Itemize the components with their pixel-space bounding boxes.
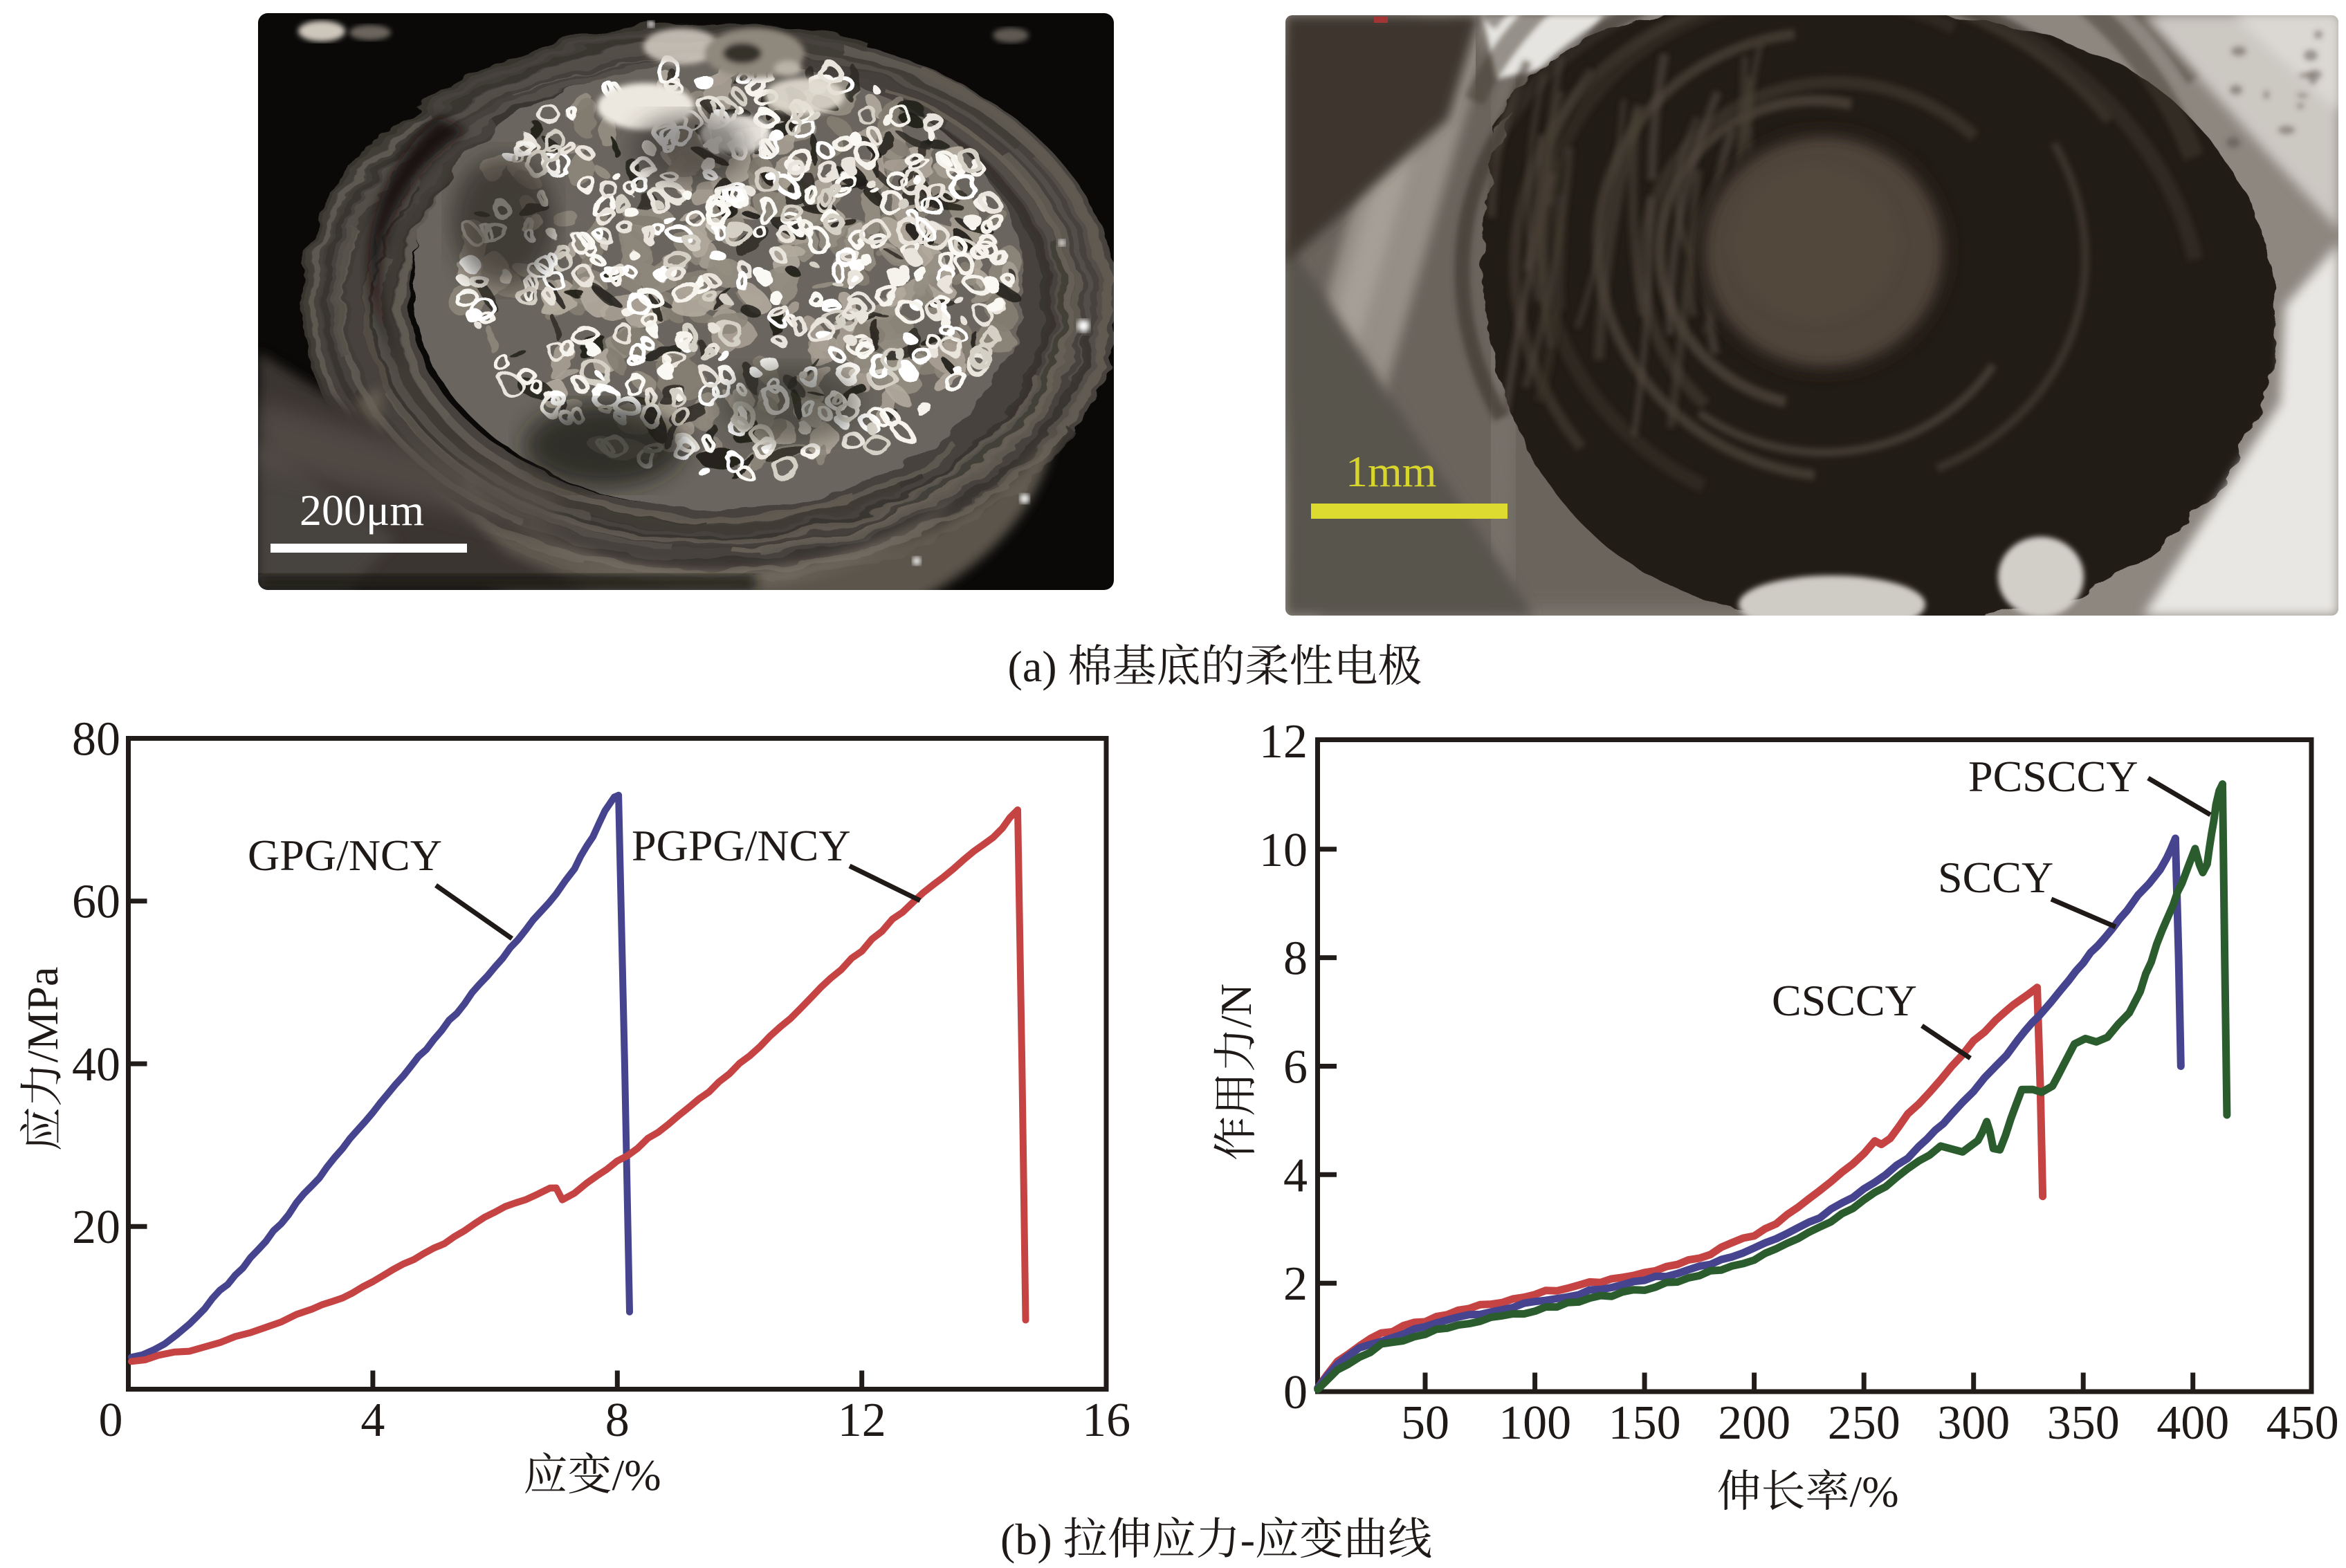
svg-text:350: 350 — [2047, 1396, 2120, 1450]
svg-text:4: 4 — [1283, 1149, 1308, 1202]
svg-text:12: 12 — [838, 1394, 886, 1447]
svg-text:40: 40 — [72, 1038, 120, 1091]
svg-text:10: 10 — [1259, 824, 1308, 877]
svg-text:/N: /N — [1211, 984, 1261, 1028]
svg-text:16: 16 — [1082, 1394, 1130, 1447]
svg-text:GPG/NCY: GPG/NCY — [248, 831, 442, 880]
svg-text:4: 4 — [360, 1394, 385, 1447]
svg-text:-: - — [1240, 1515, 1255, 1564]
svg-text:250: 250 — [1828, 1396, 1900, 1450]
svg-text:/%: /% — [1850, 1467, 1899, 1516]
svg-text:2: 2 — [1283, 1257, 1308, 1311]
svg-text:12: 12 — [1259, 715, 1308, 768]
svg-text:80: 80 — [72, 713, 120, 766]
svg-text:150: 150 — [1609, 1396, 1681, 1450]
svg-text:100: 100 — [1499, 1396, 1571, 1450]
svg-text:(b): (b) — [1000, 1515, 1052, 1564]
svg-text:/MPa: /MPa — [18, 967, 67, 1063]
svg-text:50: 50 — [1401, 1396, 1449, 1450]
svg-text:0: 0 — [99, 1394, 123, 1447]
svg-text:400: 400 — [2156, 1396, 2229, 1450]
svg-text:8: 8 — [1283, 932, 1308, 986]
svg-text:8: 8 — [605, 1394, 630, 1447]
svg-text:1mm: 1mm — [1346, 447, 1437, 496]
svg-text:6: 6 — [1283, 1041, 1308, 1094]
svg-text:60: 60 — [72, 876, 120, 929]
svg-text:300: 300 — [1937, 1396, 2010, 1450]
svg-text:0: 0 — [1283, 1366, 1308, 1419]
svg-text:450: 450 — [2266, 1396, 2339, 1450]
svg-text:SCCY: SCCY — [1938, 853, 2053, 902]
svg-text:/%: /% — [612, 1450, 661, 1500]
svg-text:20: 20 — [72, 1201, 120, 1254]
svg-text:200μm: 200μm — [300, 486, 424, 535]
svg-text:CSCCY: CSCCY — [1772, 976, 1917, 1025]
svg-text:PGPG/NCY: PGPG/NCY — [632, 821, 851, 870]
svg-text:(a): (a) — [1008, 642, 1057, 691]
svg-text:200: 200 — [1718, 1396, 1790, 1450]
svg-text:PCSCCY: PCSCCY — [1968, 752, 2138, 801]
